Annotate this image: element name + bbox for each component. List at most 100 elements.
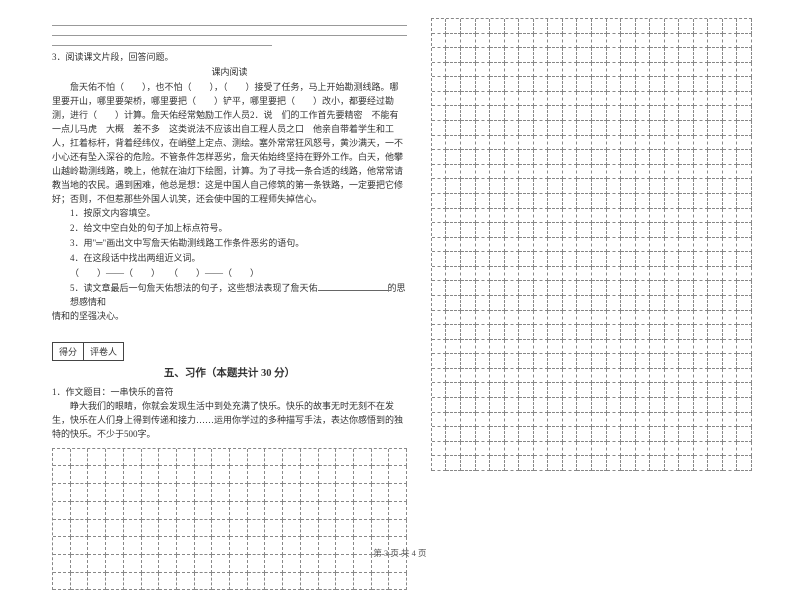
grid-cell <box>124 573 142 590</box>
grid-cell <box>621 63 636 78</box>
grid-cell <box>159 466 177 484</box>
grid-cell <box>607 325 622 340</box>
grid-cell <box>319 484 337 502</box>
grid-cell <box>505 92 520 107</box>
grid-cell <box>723 209 738 224</box>
grid-cell <box>679 209 694 224</box>
grid-cell <box>476 383 491 398</box>
grid-cell <box>737 413 752 428</box>
grid-cell <box>665 281 680 296</box>
grid-cell <box>650 106 665 121</box>
grid-cell <box>723 77 738 92</box>
grid-cell <box>461 92 476 107</box>
grid-cell <box>621 92 636 107</box>
grid-cell <box>476 354 491 369</box>
grid-cell <box>519 311 534 326</box>
grid-cell <box>319 502 337 520</box>
grid-cell <box>723 106 738 121</box>
grid-cell <box>723 311 738 326</box>
grid-cell <box>650 325 665 340</box>
grid-cell <box>694 427 709 442</box>
sub-question-5: 5．读文章最后一句詹天佑想法的句子，这些想法表现了詹天佑的思想感情和 <box>70 282 407 310</box>
grid-cell <box>636 340 651 355</box>
grid-cell <box>621 223 636 238</box>
grid-cell <box>490 165 505 180</box>
grid-cell <box>708 413 723 428</box>
grid-cell <box>737 48 752 63</box>
grid-cell <box>621 267 636 282</box>
grid-cell <box>650 456 665 471</box>
grid-cell <box>461 383 476 398</box>
grid-cell <box>679 427 694 442</box>
grid-cell <box>519 77 534 92</box>
grid-cell <box>372 484 390 502</box>
grid-cell <box>53 449 71 467</box>
grid-cell <box>354 466 372 484</box>
grid-cell <box>708 150 723 165</box>
grid-cell <box>723 398 738 413</box>
grid-cell <box>665 194 680 209</box>
grid-cell <box>505 165 520 180</box>
grid-cell <box>592 398 607 413</box>
grid-cell <box>476 63 491 78</box>
grid-cell <box>621 296 636 311</box>
grid-cell <box>177 520 195 538</box>
grid-cell <box>505 267 520 282</box>
grid-cell <box>577 194 592 209</box>
grid-cell <box>461 281 476 296</box>
grid-cell <box>446 456 461 471</box>
grid-cell <box>650 252 665 267</box>
grid-cell <box>708 165 723 180</box>
grid-cell <box>265 449 283 467</box>
grid-cell <box>53 466 71 484</box>
sub-question-2: 2．给文中空白处的句子加上标点符号。 <box>70 222 407 236</box>
grid-cell <box>577 442 592 457</box>
grid-cell <box>563 442 578 457</box>
grid-cell <box>505 296 520 311</box>
grid-cell <box>283 466 301 484</box>
grid-cell <box>461 209 476 224</box>
grid-cell <box>708 136 723 151</box>
grid-cell <box>476 369 491 384</box>
grid-cell <box>694 238 709 253</box>
grid-cell <box>621 383 636 398</box>
grid-cell <box>461 427 476 442</box>
grid-cell <box>159 484 177 502</box>
grid-cell <box>577 383 592 398</box>
grid-cell <box>106 520 124 538</box>
grid-cell <box>505 325 520 340</box>
grid-cell <box>577 150 592 165</box>
grid-cell <box>432 209 447 224</box>
grid-cell <box>446 267 461 282</box>
grid-cell <box>476 106 491 121</box>
grid-cell <box>548 19 563 34</box>
grid-cell <box>563 238 578 253</box>
grid-cell <box>519 223 534 238</box>
grid-cell <box>592 281 607 296</box>
grid-cell <box>607 369 622 384</box>
grid-cell <box>708 77 723 92</box>
grid-cell <box>737 398 752 413</box>
grid-cell <box>607 179 622 194</box>
grid-cell <box>490 34 505 49</box>
grid-cell <box>694 325 709 340</box>
grid-cell <box>446 340 461 355</box>
grid-cell <box>577 325 592 340</box>
grid-cell <box>737 311 752 326</box>
grid-cell <box>665 92 680 107</box>
grid-cell <box>505 223 520 238</box>
grid-cell <box>679 34 694 49</box>
grid-cell <box>432 311 447 326</box>
grid-cell <box>650 165 665 180</box>
grid-cell <box>195 466 213 484</box>
grid-cell <box>737 106 752 121</box>
grid-cell <box>476 238 491 253</box>
sub5-text-c: 的坚强决心。 <box>70 311 124 321</box>
grid-cell <box>476 398 491 413</box>
grid-cell <box>679 194 694 209</box>
grid-cell <box>490 92 505 107</box>
grid-cell <box>490 456 505 471</box>
grid-cell <box>650 442 665 457</box>
grid-cell <box>446 296 461 311</box>
grid-cell <box>708 354 723 369</box>
